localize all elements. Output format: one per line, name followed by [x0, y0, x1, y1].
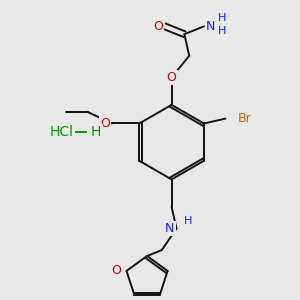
Text: Br: Br	[237, 112, 251, 125]
Text: O: O	[112, 264, 122, 278]
Text: HCl: HCl	[50, 125, 74, 139]
Text: O: O	[100, 117, 110, 130]
Text: H: H	[218, 26, 226, 36]
Text: H: H	[91, 125, 101, 139]
Text: O: O	[153, 20, 163, 33]
Text: H: H	[184, 216, 193, 226]
Text: N: N	[165, 222, 175, 235]
Text: N: N	[206, 20, 215, 33]
Text: H: H	[218, 14, 226, 23]
Text: O: O	[167, 71, 176, 84]
